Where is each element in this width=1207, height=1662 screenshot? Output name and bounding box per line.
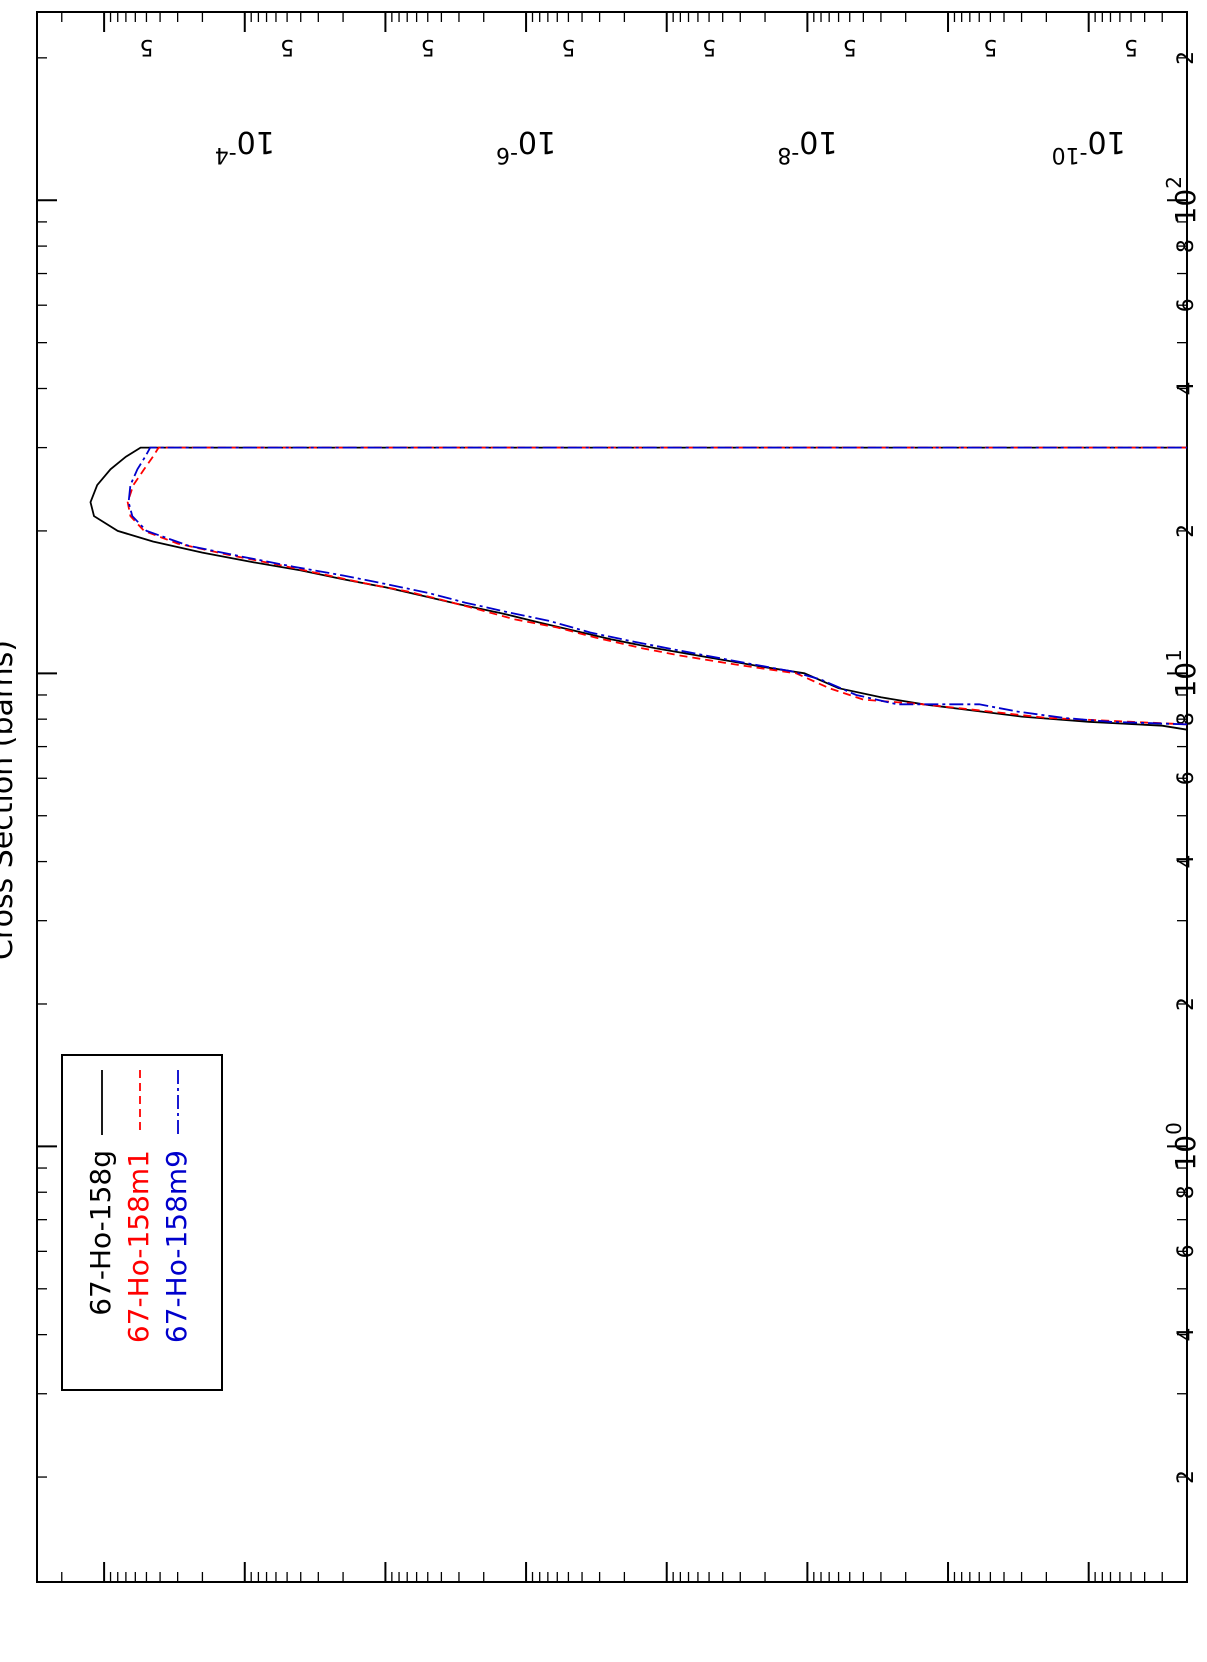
x-tick-label: 4: [1174, 1328, 1199, 1342]
x-tick-label: 6: [1174, 1244, 1199, 1258]
y-major-label: 10-6: [496, 124, 556, 167]
x-tick-label: 4: [1174, 855, 1199, 869]
y-tick-label: 5: [280, 34, 294, 59]
series-line-1: [126, 446, 1188, 726]
y-axis-label: Cross Section (barns): [0, 640, 20, 960]
series-layer: [89, 446, 1188, 731]
y-tick-label: 5: [843, 34, 857, 59]
x-tick-label: 8: [1174, 1185, 1199, 1199]
y-tick-label: 5: [561, 34, 575, 59]
y-major-label: 10-10: [1052, 124, 1126, 167]
y-tick-label: 5: [702, 34, 716, 59]
legend-label-2: 67-Ho-158m9: [160, 1150, 193, 1343]
x-major-label: 100: [1162, 1122, 1202, 1170]
y-tick-label: 5: [983, 34, 997, 59]
y-major-label: 10-4: [215, 124, 275, 167]
y-tick-label: 5: [421, 34, 435, 59]
y-major-label: 10-8: [777, 124, 837, 167]
x-major-label: 101: [1162, 649, 1202, 697]
x-tick-label: 2: [1174, 1470, 1199, 1484]
x-tick-label: 2: [1174, 51, 1199, 65]
x-major-label: 102: [1162, 176, 1202, 224]
y-tick-label: 5: [139, 34, 153, 59]
y-tick-label: 5: [1124, 34, 1138, 59]
x-tick-label: 6: [1174, 771, 1199, 785]
plot-frame: [36, 11, 1188, 1583]
legend: 67-Ho-158g 67-Ho-158m1 67-Ho-158m9: [61, 1054, 223, 1391]
x-tick-label: 6: [1174, 298, 1199, 312]
series-line-0: [89, 446, 1188, 731]
legend-label-1: 67-Ho-158m1: [122, 1150, 155, 1343]
series-line-2: [127, 446, 1188, 726]
x-tick-label: 4: [1174, 382, 1199, 396]
axis-ticks: 2 4 6 8 2 4 6 8 2 4 6 8 2 100 101 102 5 5 5 5 5 5 5 5 10-4 10-6 10…: [36, 12, 1202, 1582]
x-tick-label: 2: [1174, 997, 1199, 1011]
x-tick-label: 2: [1174, 524, 1199, 538]
legend-label-0: 67-Ho-158g: [84, 1150, 117, 1316]
x-tick-label: 8: [1174, 239, 1199, 253]
x-tick-label: 8: [1174, 712, 1199, 726]
legend-box: [61, 1054, 223, 1391]
